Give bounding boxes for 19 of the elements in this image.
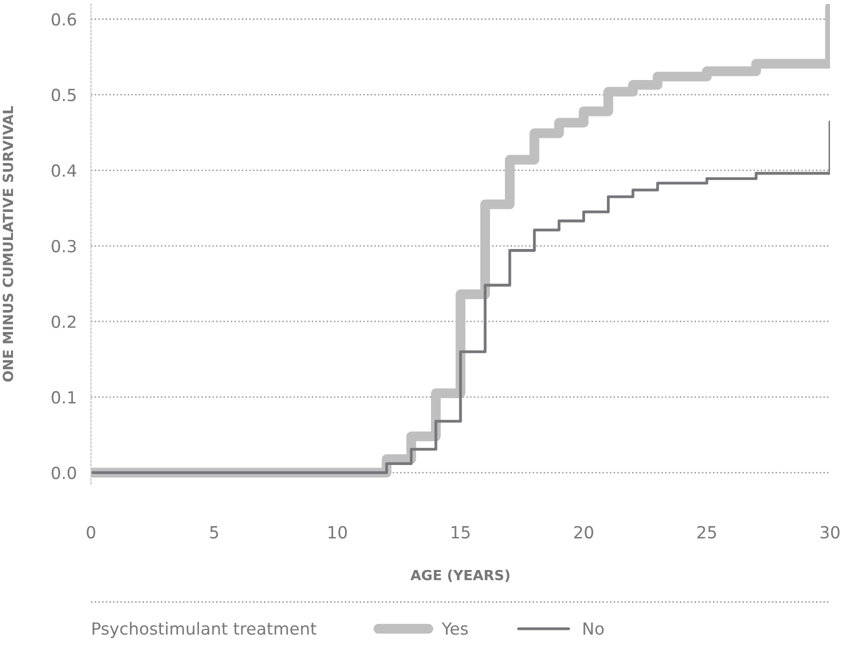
- y-tick-label: 0.2: [52, 315, 76, 328]
- y-tick-label: 0.6: [52, 13, 76, 26]
- legend-label: Yes: [442, 622, 468, 635]
- x-axis-title: AGE (YEARS): [410, 570, 510, 582]
- x-tick-label: 0: [86, 526, 96, 539]
- y-tick-label: 0.3: [52, 240, 76, 252]
- x-tick-label: 25: [697, 526, 716, 539]
- y-tick-label: 0.5: [52, 88, 76, 102]
- y-tick-label: 0.0: [52, 466, 76, 480]
- legend-title: Psychostimulant treatment: [92, 622, 316, 638]
- x-tick-label: 15: [452, 526, 470, 539]
- x-tick-label: 5: [210, 526, 218, 539]
- y-axis-title: ONE MINUS CUMULATIVE SURVIVAL: [2, 106, 14, 382]
- y-tick-label: 0.4: [52, 164, 76, 177]
- x-tick-label: 30: [820, 526, 840, 539]
- x-tick-label: 20: [574, 526, 594, 539]
- x-tick-label: 10: [328, 526, 347, 539]
- y-tick-label: 0.1: [52, 391, 76, 404]
- legend-label: No: [584, 622, 604, 635]
